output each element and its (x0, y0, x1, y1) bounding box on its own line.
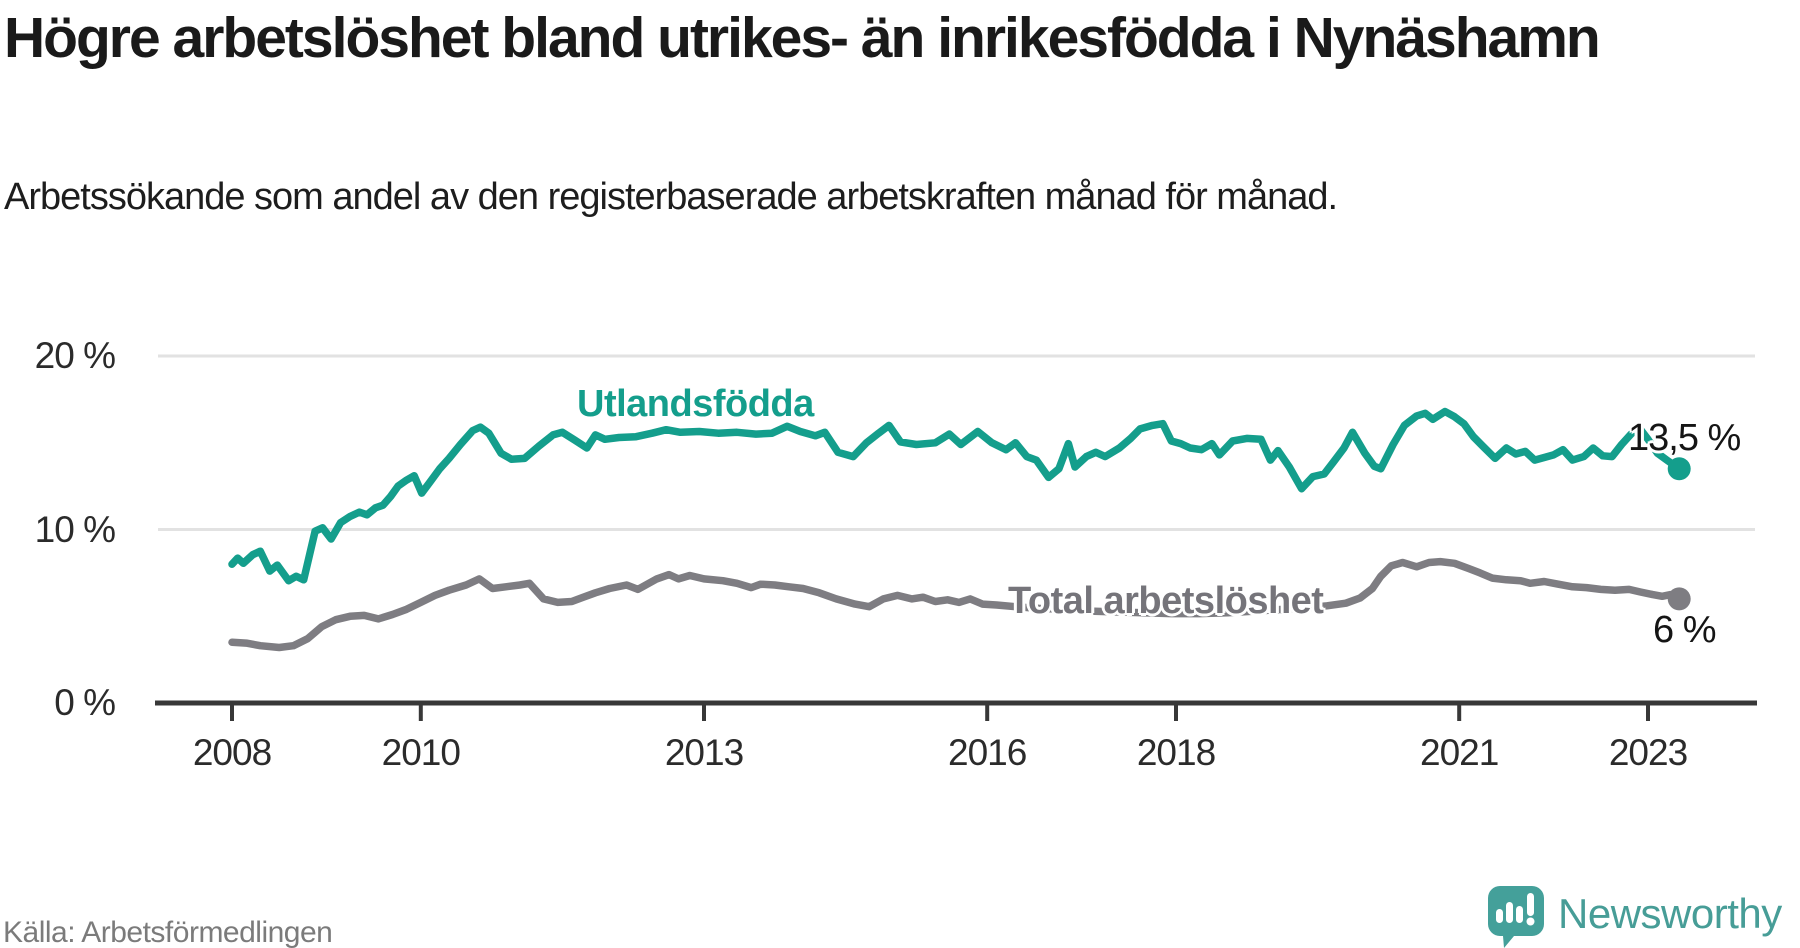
series-end-dot-utlandsfodda (1667, 457, 1691, 481)
series-label-utlandsfodda: Utlandsfödda (577, 383, 814, 425)
series-line-total (228, 557, 1683, 652)
source-note: Källa: Arbetsförmedlingen (3, 916, 333, 948)
x-tick-label: 2023 (1608, 732, 1688, 773)
x-tick-label: 2008 (192, 732, 272, 773)
y-tick-label: 0 % (54, 682, 116, 723)
end-value-label-utlandsfodda: 13,5 % (1628, 417, 1741, 459)
x-tick-label: 2013 (664, 732, 744, 773)
gridlines (158, 354, 1755, 531)
x-tick-label: 2021 (1420, 732, 1499, 773)
y-tick-label: 20 % (34, 335, 116, 376)
y-tick-label: 10 % (34, 508, 116, 550)
newsworthy-logo: Newsworthy (1488, 886, 1782, 948)
series-end-dot-total (1667, 587, 1691, 611)
series-line-utlandsfodda (228, 407, 1683, 585)
x-tick-label: 2018 (1136, 732, 1216, 773)
newsworthy-bubble-chart-icon (1488, 886, 1544, 948)
x-tick-label: 2010 (381, 732, 461, 773)
page-title: Högre arbetslöshet bland utrikes- än inr… (4, 6, 1601, 70)
series-label-total: Total arbetslöshet (1008, 580, 1324, 622)
end-value-label-total: 6 % (1653, 609, 1716, 651)
x-axis-ticks (230, 703, 1650, 721)
x-tick-label: 2016 (948, 732, 1027, 773)
newsworthy-wordmark: Newsworthy (1558, 890, 1782, 937)
chart-subtitle: Arbetssökande som andel av den registerb… (4, 176, 1338, 218)
